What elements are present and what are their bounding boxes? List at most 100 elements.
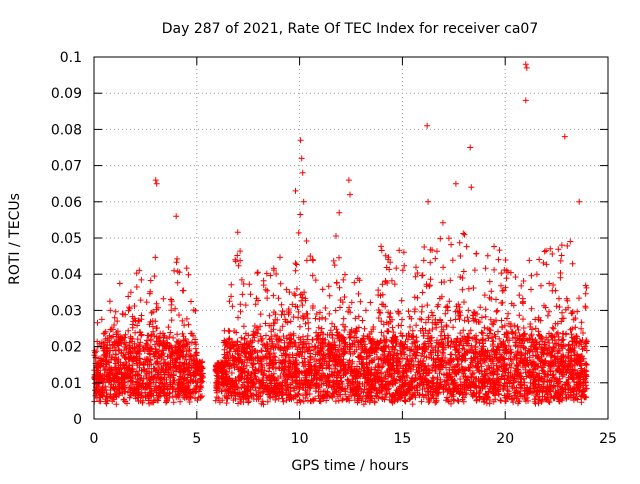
data-point	[464, 244, 470, 250]
data-point	[167, 330, 173, 336]
data-point	[464, 314, 470, 320]
data-point	[421, 244, 427, 250]
data-point	[255, 269, 261, 275]
data-point	[401, 263, 407, 269]
data-point	[410, 328, 416, 334]
data-point	[138, 297, 144, 303]
data-point	[174, 331, 180, 337]
data-point	[336, 255, 342, 261]
data-point	[346, 305, 352, 311]
data-point	[473, 398, 479, 404]
data-point	[421, 257, 427, 263]
data-point	[472, 267, 478, 273]
data-point	[450, 257, 456, 263]
data-point	[472, 343, 478, 349]
data-point	[148, 278, 154, 284]
data-point	[165, 324, 171, 330]
data-point	[488, 288, 494, 294]
data-point	[413, 322, 419, 328]
data-point	[241, 323, 247, 329]
data-point	[460, 231, 466, 237]
data-point	[258, 337, 264, 343]
data-point	[428, 276, 434, 282]
data-point	[295, 309, 301, 315]
data-point	[457, 240, 463, 246]
data-point	[515, 324, 521, 330]
data-point	[174, 259, 180, 265]
data-point	[461, 269, 467, 275]
data-point	[378, 243, 384, 249]
data-point	[407, 324, 413, 330]
data-point	[395, 323, 401, 329]
data-point	[462, 232, 468, 238]
data-point	[235, 315, 241, 321]
data-point	[175, 280, 181, 286]
data-point	[254, 270, 260, 276]
data-point	[174, 256, 180, 262]
data-point	[400, 267, 406, 273]
data-point	[126, 304, 132, 310]
data-point	[154, 301, 160, 307]
data-point	[413, 264, 419, 270]
data-point	[558, 258, 564, 264]
x-axis-label: GPS time / hours	[291, 458, 408, 474]
data-point	[493, 309, 499, 315]
data-point	[500, 300, 506, 306]
data-point	[310, 273, 316, 279]
data-point	[399, 317, 405, 323]
data-point	[293, 268, 299, 274]
data-point	[559, 253, 565, 259]
data-point	[367, 300, 373, 306]
data-point	[138, 333, 144, 339]
y-axis-label: ROTI / TECUs	[7, 193, 23, 285]
data-point	[152, 254, 158, 260]
data-point	[579, 319, 585, 325]
data-point	[420, 290, 426, 296]
data-point	[419, 309, 425, 315]
data-point	[246, 281, 252, 287]
data-point	[554, 303, 560, 309]
data-point	[457, 253, 463, 259]
data-point	[429, 309, 435, 315]
data-point	[188, 299, 194, 305]
data-point	[465, 307, 471, 313]
data-point	[477, 304, 483, 310]
data-point	[483, 306, 489, 312]
data-point	[520, 296, 526, 302]
data-point	[95, 320, 101, 326]
data-point	[144, 299, 150, 305]
data-point	[555, 330, 561, 336]
data-point	[193, 346, 199, 352]
data-point	[313, 316, 319, 322]
data-point	[427, 260, 433, 266]
data-point	[504, 275, 510, 281]
data-point	[327, 293, 333, 299]
data-point	[159, 366, 165, 372]
data-point	[125, 294, 131, 300]
data-point	[322, 305, 328, 311]
data-point	[549, 251, 555, 257]
data-point	[432, 256, 438, 262]
data-point	[237, 248, 243, 254]
data-point	[534, 271, 540, 277]
data-point	[176, 312, 182, 318]
data-point	[559, 310, 565, 316]
data-point	[333, 308, 339, 314]
data-point	[449, 351, 455, 357]
data-point	[559, 337, 565, 343]
data-point	[515, 327, 521, 333]
data-point	[440, 220, 446, 226]
data-point	[326, 311, 332, 317]
data-point	[340, 277, 346, 283]
data-point	[328, 327, 334, 333]
data-point	[279, 312, 285, 318]
data-point	[134, 284, 140, 290]
data-point	[446, 235, 452, 241]
data-point	[529, 306, 535, 312]
data-point	[259, 348, 265, 354]
data-point	[294, 286, 300, 292]
data-point	[558, 270, 564, 276]
data-point	[498, 270, 504, 276]
data-point	[186, 322, 192, 328]
